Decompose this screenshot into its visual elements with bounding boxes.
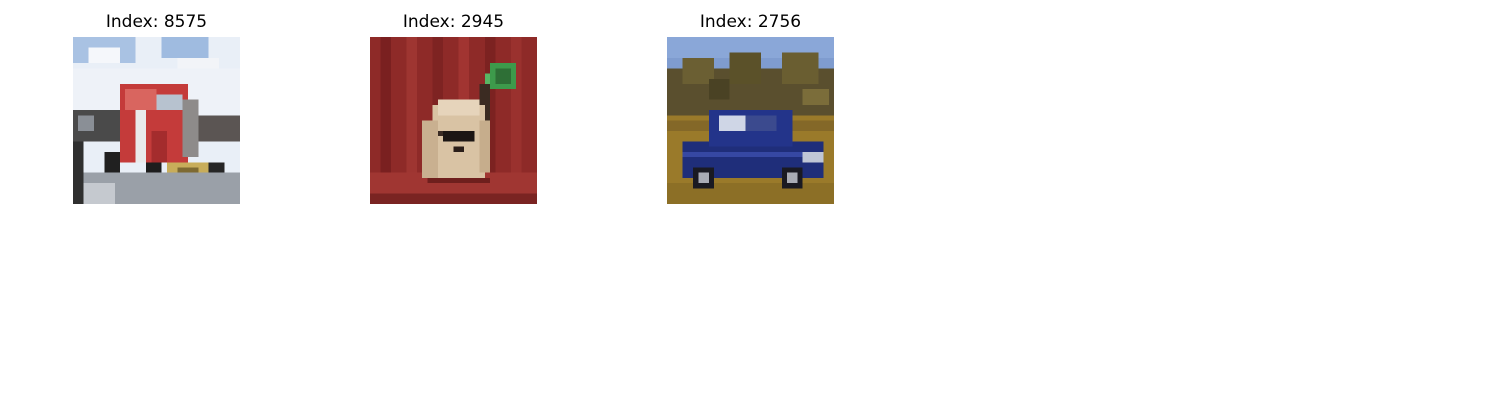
dog-thumbnail [370, 37, 537, 204]
panel-title: Index: 2945 [402, 12, 505, 32]
truck-thumbnail [73, 37, 240, 204]
panel-title: Index: 8575 [105, 12, 208, 32]
image-panel: Index: 2756 [667, 0, 834, 204]
image-panel: Index: 8575 [73, 0, 240, 204]
image-panel: Index: 2945 [370, 0, 537, 204]
car-thumbnail [667, 37, 834, 204]
panel-title: Index: 2756 [699, 12, 802, 32]
